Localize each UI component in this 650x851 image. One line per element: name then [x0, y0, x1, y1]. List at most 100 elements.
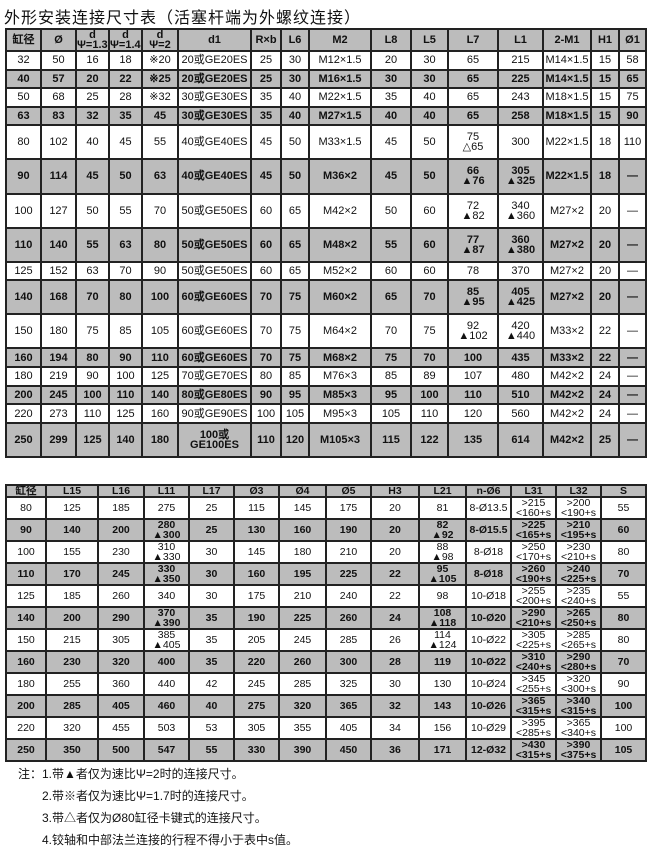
table-cell: >430 <315+s [510, 738, 557, 762]
column-header: n-Ø6 [465, 484, 512, 498]
table-cell: — [618, 347, 647, 369]
table-cell: 200 [5, 384, 42, 406]
table-cell: 205 [233, 628, 280, 652]
table-cell: 30或GE30ES [177, 105, 252, 127]
table-cell: 365 [325, 694, 372, 718]
column-header: S [600, 484, 647, 498]
note-3: 3.带△者仅为Ø80缸径卡键式的连接尺寸。 [42, 811, 267, 825]
table-cell: 40 [370, 105, 412, 127]
table-cell: 22 [590, 347, 620, 369]
table-cell: 180 [5, 672, 47, 696]
table-cell: 50 [75, 192, 110, 229]
table-cell: 100 [600, 716, 647, 740]
table-cell: 10-Ø22 [465, 628, 512, 652]
table-cell: 285 [278, 672, 327, 696]
table-cell: 320 [278, 694, 327, 718]
table-cell: 20 [370, 496, 420, 520]
table-cell: 100 [75, 384, 110, 406]
table-cell: 50或GE50ES [177, 260, 252, 282]
table-cell: — [618, 192, 647, 229]
table-cell: 125 [5, 584, 47, 608]
table-cell: 63 [108, 226, 143, 263]
table-cell: 30 [280, 50, 310, 71]
table-cell: 110 [141, 347, 179, 369]
table-cell: 80 [141, 226, 179, 263]
table-cell: 245 [278, 628, 327, 652]
table-cell: 30 [370, 68, 412, 90]
column-header: L11 [143, 484, 190, 498]
table-cell: 20 [590, 260, 620, 282]
table-cell: 90 [600, 672, 647, 696]
table-cell: 25 [188, 518, 235, 542]
table-cell: 75 [280, 347, 310, 369]
table-cell: >395 <285+s [510, 716, 557, 740]
column-header: Ø1 [618, 28, 647, 52]
table-row: 140 200 290 370 ▲390 35 190 225 260 24 108 ▲118 10… [5, 606, 647, 630]
column-header: 缸径 [5, 28, 42, 52]
table-cell: 120 [280, 421, 310, 459]
table-cell: 125 [108, 403, 143, 424]
table-cell: 110 [618, 124, 647, 161]
column-header: L7 [447, 28, 499, 52]
table-cell: 60 [600, 518, 647, 542]
table-cell: 75 △65 [447, 124, 499, 161]
table-cell: 70 [250, 347, 282, 369]
table-cell: 70 [250, 313, 282, 350]
table-cell: 100 [108, 366, 143, 387]
table-cell: 285 [45, 694, 99, 718]
table-cell: M95×3 [308, 403, 372, 424]
table-cell: 250 [5, 738, 47, 762]
table-cell: 230 [97, 540, 145, 564]
table-cell: 215 [497, 50, 544, 71]
table-cell: 55 [108, 192, 143, 229]
table-cell: 305 [97, 628, 145, 652]
table-cell: 75 [75, 313, 110, 350]
table-cell: M18×1.5 [542, 87, 592, 108]
table-cell: 105 [600, 738, 647, 762]
table-cell: 250 [5, 421, 42, 459]
table-cell: 89 [410, 366, 449, 387]
table-cell: 20 [590, 279, 620, 316]
table-cell: 260 [278, 650, 327, 674]
table-cell: 108 ▲118 [418, 606, 467, 630]
table-cell: >215 <160+s [510, 496, 557, 520]
table-cell: 400 [143, 650, 190, 674]
note-4: 4.铰轴和中部法兰连接的行程不得小于表中s值。 [42, 833, 299, 847]
table-cell: 32 [5, 50, 42, 71]
table-cell: 80 [5, 496, 47, 520]
table-cell: 40 [410, 87, 449, 108]
table-cell: 80 [75, 347, 110, 369]
table-cell: 24 [590, 403, 620, 424]
table-cell: 114 [40, 158, 77, 195]
table-cell: 81 [418, 496, 467, 520]
table-cell: M64×2 [308, 313, 372, 350]
table-cell: 340 [143, 584, 190, 608]
table-cell: 53 [188, 716, 235, 740]
table-cell: 140 [141, 384, 179, 406]
table-cell: 28 [370, 650, 420, 674]
table-cell: 32 [75, 105, 110, 127]
table-cell: 168 [40, 279, 77, 316]
table-cell: 65 [280, 260, 310, 282]
table-cell: 80 [600, 628, 647, 652]
table-cell: 22 [370, 584, 420, 608]
table-row: 110 140 55 63 80 50或GE50ES 60 65 M48×2 55 60 77 ▲87… [5, 226, 647, 263]
table-cell: 305 ▲325 [497, 158, 544, 195]
column-header: 缸径 [5, 484, 47, 498]
table-cell: 107 [447, 366, 499, 387]
table-cell: M42×2 [542, 421, 592, 459]
table-cell: 260 [97, 584, 145, 608]
table-cell: >235 <240+s [555, 584, 602, 608]
column-header: L15 [45, 484, 99, 498]
table-cell: 85 [108, 313, 143, 350]
table-cell: 15 [590, 87, 620, 108]
document-title: 外形安装连接尺寸表（活塞杆端为外螺纹连接） [4, 8, 362, 27]
table-cell: 125 [75, 421, 110, 459]
table-cell: 50 [5, 87, 42, 108]
table-cell: >340 <315+s [555, 694, 602, 718]
column-header: L5 [410, 28, 449, 52]
table-cell: 82 ▲92 [418, 518, 467, 542]
table-cell: 245 [97, 562, 145, 586]
table-cell: ※20 [141, 50, 179, 71]
table-row: 125 185 260 340 30 175 210 240 22 98 10-Ø18 >255 <2… [5, 584, 647, 608]
